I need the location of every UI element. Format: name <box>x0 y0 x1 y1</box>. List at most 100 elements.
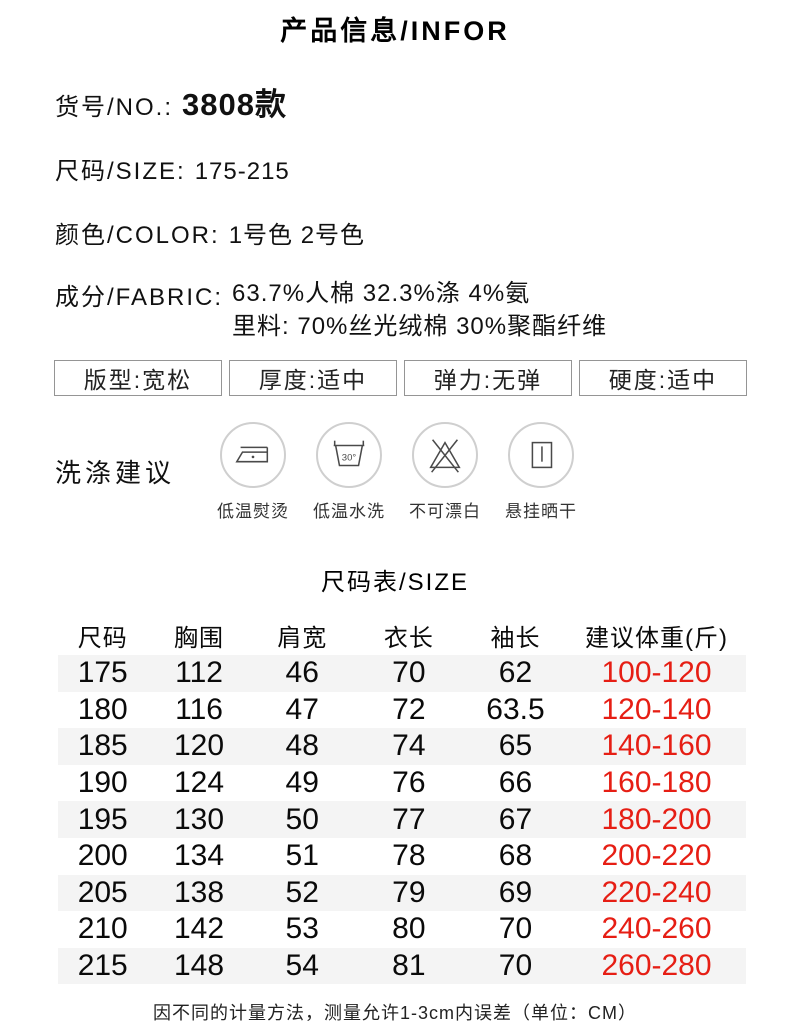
table-row: 190 124 49 76 66 160-180 <box>58 765 746 802</box>
spec-bar: 版型:宽松 厚度:适中 弹力:无弹 硬度:适中 <box>54 360 747 396</box>
field-value: 175-215 <box>194 158 290 185</box>
table-cell: 66 <box>498 766 533 800</box>
page-title: 产品信息/INFOR <box>280 16 510 46</box>
table-cell: 142 <box>174 912 225 946</box>
spec-cell-thickness: 厚度:适中 <box>229 360 397 396</box>
table-cell: 79 <box>392 875 426 909</box>
table-cell: 134 <box>174 839 225 873</box>
header-cell-chest: 胸围 <box>174 624 225 652</box>
table-cell: 81 <box>392 949 426 983</box>
table-cell: 53 <box>285 912 319 946</box>
wash-item-hang-dry: 悬挂晒干 <box>493 422 589 522</box>
field-label: 成分/FABRIC: <box>55 284 224 311</box>
table-cell: 200 <box>77 839 128 873</box>
table-cell: 78 <box>392 839 426 873</box>
table-row: 205 138 52 79 69 220-240 <box>58 874 746 912</box>
wash-temp-text: 30° <box>342 453 357 464</box>
table-cell: 47 <box>285 692 319 726</box>
table-cell: 77 <box>392 802 426 836</box>
fabric-composition: 63.7%人棉 32.3%涤 4%氨 里料: 70%丝光绒棉 30%聚酯纤维 <box>232 277 607 343</box>
table-cell: 180 <box>77 692 128 726</box>
table-cell: 205 <box>77 875 128 909</box>
wash-item-iron: 低温熨烫 <box>205 422 301 522</box>
wash-item-wash30: 30° 低温水洗 <box>301 422 397 522</box>
table-cell: 175 <box>77 656 128 690</box>
size-table-title: 尺码表/SIZE <box>320 569 469 596</box>
table-cell: 54 <box>285 949 319 983</box>
table-cell: 62 <box>498 656 533 690</box>
table-row: 185 120 48 74 65 140-160 <box>58 728 746 765</box>
fabric-line-2: 里料: 70%丝光绒棉 30%聚酯纤维 <box>232 313 608 340</box>
wash-item-label: 低温水洗 <box>313 502 385 521</box>
header-cell-size: 尺码 <box>77 624 128 652</box>
wash-item-label: 悬挂晒干 <box>505 502 577 521</box>
table-cell: 67 <box>498 802 533 836</box>
table-cell: 72 <box>392 692 426 726</box>
table-cell: 130 <box>174 802 225 836</box>
field-label: 货号/NO.: <box>55 94 174 121</box>
table-cell-weight: 200-220 <box>601 839 712 873</box>
table-cell-weight: 160-180 <box>601 766 712 800</box>
table-cell: 80 <box>392 912 426 946</box>
field-fabric: 成分/FABRIC: 63.7%人棉 32.3%涤 4%氨 里料: 70%丝光绒… <box>55 277 790 343</box>
table-cell: 185 <box>77 729 128 763</box>
table-cell-weight: 120-140 <box>601 692 712 726</box>
table-cell: 195 <box>77 802 128 836</box>
table-cell: 65 <box>498 729 533 763</box>
wash-item-no-bleach: 不可漂白 <box>397 422 493 522</box>
table-cell: 190 <box>77 766 128 800</box>
field-value: 3808款 <box>182 87 287 122</box>
fabric-line-1: 63.7%人棉 32.3%涤 4%氨 <box>232 280 531 307</box>
hang-dry-icon <box>531 441 553 469</box>
field-item-no: 货号/NO.: 3808款 <box>55 79 790 124</box>
table-cell: 46 <box>285 656 319 690</box>
table-cell: 52 <box>285 875 319 909</box>
wash-care-title: 洗涤建议 <box>55 458 176 488</box>
table-cell: 69 <box>498 875 533 909</box>
wash-icon-circle: 30° <box>316 422 382 488</box>
table-cell: 112 <box>175 656 223 690</box>
table-cell-weight: 180-200 <box>601 802 712 836</box>
field-value: 1号色 2号色 <box>228 222 366 249</box>
table-cell: 70 <box>392 656 426 690</box>
table-cell: 124 <box>174 766 225 800</box>
no-bleach-icon <box>429 439 461 473</box>
table-cell: 215 <box>77 949 128 983</box>
product-fields: 货号/NO.: 3808款 尺码/SIZE: 175-215 颜色/COLOR:… <box>55 79 790 343</box>
spec-cell-stretch: 弹力:无弹 <box>404 360 572 396</box>
table-cell: 120 <box>174 729 225 763</box>
table-cell: 116 <box>175 692 223 726</box>
wash-item-label: 低温熨烫 <box>217 502 289 521</box>
field-label: 颜色/COLOR: <box>55 222 220 249</box>
wash-item-label: 不可漂白 <box>409 502 481 521</box>
table-cell: 148 <box>174 949 225 983</box>
table-cell: 70 <box>498 912 533 946</box>
table-cell: 138 <box>174 875 225 909</box>
field-label: 尺码/SIZE: <box>55 158 186 185</box>
table-cell: 49 <box>285 766 319 800</box>
table-cell-weight: 240-260 <box>601 912 712 946</box>
header-cell-shoulder: 肩宽 <box>277 624 328 652</box>
table-row: 175 112 46 70 62 100-120 <box>58 655 746 692</box>
header-cell-weight: 建议体重(斤) <box>585 624 728 652</box>
header-cell-length: 衣长 <box>383 624 434 652</box>
wash-icon-circle <box>412 422 478 488</box>
spec-cell-fit: 版型:宽松 <box>54 360 222 396</box>
table-cell: 68 <box>498 839 533 873</box>
table-cell: 210 <box>77 912 128 946</box>
size-table: 尺码 胸围 肩宽 衣长 袖长 建议体重(斤) 175 112 46 70 62 … <box>58 615 746 985</box>
table-row: 210 142 53 80 70 240-260 <box>58 911 746 948</box>
table-cell: 50 <box>285 802 319 836</box>
wash-icon-circle <box>508 422 574 488</box>
table-cell: 70 <box>498 949 533 983</box>
size-table-body: 175 112 46 70 62 100-120 180 116 47 72 6… <box>58 655 746 985</box>
measurement-footnote: 因不同的计量方法，测量允许1-3cm内误差（单位：CM） <box>152 1003 637 1024</box>
table-cell-weight: 100-120 <box>601 656 712 690</box>
table-cell: 48 <box>285 729 319 763</box>
field-color: 颜色/COLOR: 1号色 2号色 <box>55 215 790 250</box>
table-row: 215 148 54 81 70 260-280 <box>58 947 746 985</box>
table-cell: 74 <box>392 729 426 763</box>
wash-care-items: 低温熨烫 30° 低温水洗 <box>205 422 589 522</box>
wash-icon-circle <box>220 422 286 488</box>
field-size-range: 尺码/SIZE: 175-215 <box>55 151 790 186</box>
